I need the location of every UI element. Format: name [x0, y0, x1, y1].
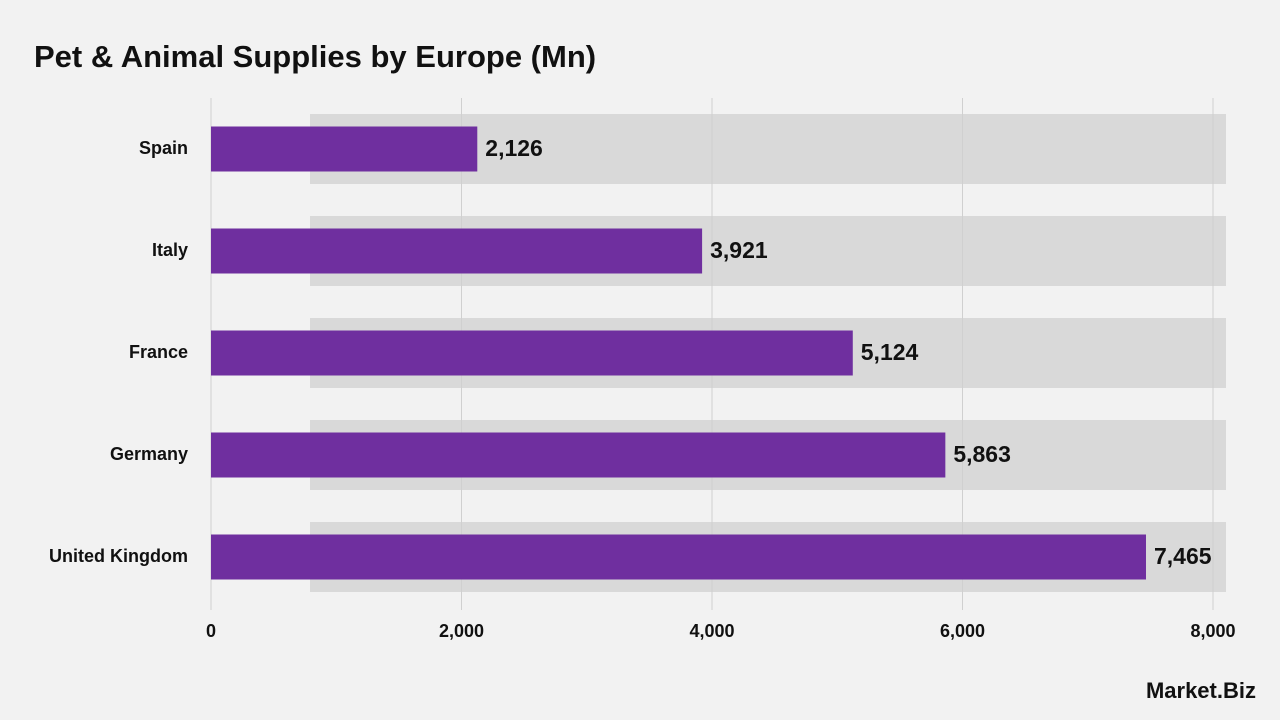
bar: [211, 126, 478, 172]
y-tick-label: Germany: [110, 444, 188, 464]
bar: [211, 432, 946, 478]
bar: [211, 330, 853, 376]
x-tick-label: 4,000: [689, 621, 734, 641]
y-tick-label: United Kingdom: [49, 546, 188, 566]
grid: 0 2,000 4,000 6,000 8,000: [206, 98, 1236, 641]
y-tick-label: France: [129, 342, 188, 362]
data-label: 5,863: [953, 441, 1011, 467]
y-tick-label: Spain: [139, 138, 188, 158]
data-label: 7,465: [1154, 543, 1212, 569]
y-tick-label: Italy: [152, 240, 188, 260]
x-tick-label: 6,000: [940, 621, 985, 641]
x-tick-label: 0: [206, 621, 216, 641]
data-label: 5,124: [861, 339, 919, 365]
plot: Spain 2,126 Italy 3,921 France 5,124 Germany 5,…: [49, 126, 1212, 580]
chart-title: Pet & Animal Supplies by Europe (Mn): [34, 39, 596, 74]
x-tick-label: 8,000: [1190, 621, 1235, 641]
bar: [211, 228, 703, 274]
bar: [211, 534, 1146, 580]
data-label: 2,126: [485, 135, 543, 161]
data-label: 3,921: [710, 237, 768, 263]
x-tick-label: 2,000: [439, 621, 484, 641]
brand-logo: Market.Biz: [1146, 678, 1256, 703]
